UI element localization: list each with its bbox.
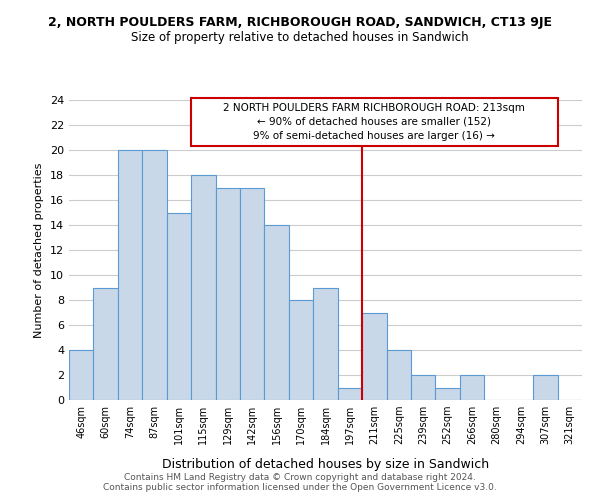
Bar xyxy=(118,150,142,400)
Bar xyxy=(191,175,215,400)
Bar xyxy=(533,375,557,400)
Bar xyxy=(313,288,338,400)
Bar xyxy=(265,225,289,400)
Bar xyxy=(289,300,313,400)
Bar xyxy=(167,212,191,400)
Bar xyxy=(411,375,436,400)
Text: Contains HM Land Registry data © Crown copyright and database right 2024.
Contai: Contains HM Land Registry data © Crown c… xyxy=(103,473,497,492)
Text: 2 NORTH POULDERS FARM RICHBOROUGH ROAD: 213sqm
← 90% of detached houses are smal: 2 NORTH POULDERS FARM RICHBOROUGH ROAD: … xyxy=(223,103,525,141)
X-axis label: Distribution of detached houses by size in Sandwich: Distribution of detached houses by size … xyxy=(162,458,489,471)
Text: 2, NORTH POULDERS FARM, RICHBOROUGH ROAD, SANDWICH, CT13 9JE: 2, NORTH POULDERS FARM, RICHBOROUGH ROAD… xyxy=(48,16,552,29)
Bar xyxy=(142,150,167,400)
Y-axis label: Number of detached properties: Number of detached properties xyxy=(34,162,44,338)
Bar xyxy=(69,350,94,400)
Bar xyxy=(386,350,411,400)
Bar xyxy=(338,388,362,400)
Bar xyxy=(436,388,460,400)
Bar xyxy=(240,188,265,400)
Bar xyxy=(215,188,240,400)
Bar xyxy=(362,312,386,400)
Bar xyxy=(191,98,557,146)
Text: Size of property relative to detached houses in Sandwich: Size of property relative to detached ho… xyxy=(131,31,469,44)
Bar xyxy=(460,375,484,400)
Bar xyxy=(94,288,118,400)
